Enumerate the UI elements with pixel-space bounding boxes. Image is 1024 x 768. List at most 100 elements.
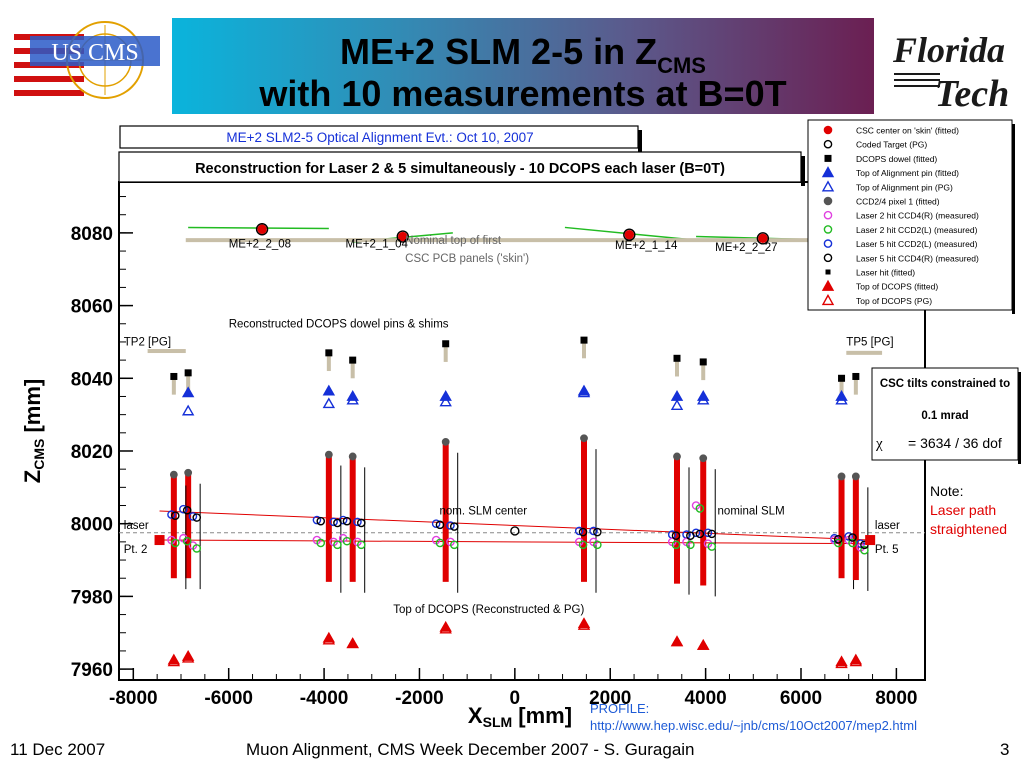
annotation-label: Reconstructed DCOPS dowel pins & shims	[229, 318, 449, 330]
laser5-hit	[844, 532, 853, 541]
legend-marker	[823, 239, 833, 248]
legend-label: CCD2/4 pixel 1 (fitted)	[856, 197, 940, 207]
annotation-label: ME+2_2_27	[715, 242, 777, 254]
note-text: Laser path straightened	[930, 502, 1008, 537]
top-dcops-pg	[849, 655, 863, 667]
annotation-label: ME+2_1_04	[346, 238, 409, 250]
dowel-point	[838, 374, 846, 382]
info-box-shadow	[1018, 372, 1021, 464]
dcops-bar	[185, 472, 192, 579]
y-tick-label: 8080	[71, 224, 113, 245]
coded-target-point	[396, 230, 409, 243]
profile-link[interactable]: PROFILE: http://www.hep.wisc.edu/~jnb/cm…	[590, 700, 917, 734]
profile-url[interactable]: http://www.hep.wisc.edu/~jnb/cms/10Oct20…	[590, 718, 917, 733]
title-subscript: CMS	[657, 53, 706, 78]
dowel-point	[673, 354, 681, 362]
ccd-pixel-point	[184, 468, 193, 477]
x-tick-label: 8000	[875, 688, 917, 709]
legend-label: Laser 5 hit CCD4(R) (measured)	[856, 253, 979, 263]
legend-entry: CSC center on 'skin' (fitted)	[823, 125, 959, 136]
title-band: ME+2 SLM 2-5 in ZCMS with 10 measurement…	[172, 18, 874, 114]
laser5-hit	[329, 517, 338, 527]
dcops-bar	[674, 456, 680, 584]
dowel-point	[442, 340, 450, 348]
annotation-label: Nominal top of first	[405, 235, 502, 247]
legend-label: Laser 2 hit CCD2(L) (measured)	[856, 225, 978, 235]
alignment-pin-pg	[835, 393, 848, 405]
csc-center-point	[624, 230, 635, 240]
legend-marker	[821, 180, 835, 192]
legend-entry: Coded Target (PG)	[823, 140, 927, 150]
ccd-pixel-point	[348, 452, 357, 461]
dcops-bar	[349, 456, 356, 582]
y-tick-label: 8000	[71, 515, 113, 536]
footer-date: 11 Dec 2007	[10, 740, 106, 759]
legend-label: Top of DCOPS (fitted)	[856, 282, 938, 292]
note-title: Note:	[930, 483, 964, 499]
alignment-pin-pg	[697, 393, 710, 405]
x-axis-title: XSLM [mm]	[468, 703, 572, 730]
subtitle-box	[118, 151, 802, 183]
laser5-hit	[167, 510, 176, 519]
x-tick-label: -8000	[109, 688, 158, 709]
subtitle-shadow	[801, 156, 805, 186]
laser2-hit-ccd2	[333, 540, 342, 550]
laser2-hit-ccd2	[593, 540, 602, 550]
annotation-label: CSC PCB panels ('skin')	[405, 253, 529, 265]
slide-title-line2: with 10 measurements at B=0T	[259, 73, 787, 114]
y-tick-label: 8020	[71, 442, 113, 463]
legend-marker	[823, 125, 833, 135]
dcops-bar	[325, 454, 332, 582]
laser5-hit-ccd4	[686, 531, 695, 540]
legend-entry: Top of DCOPS (PG)	[821, 293, 932, 306]
laser5-hit-ccd4	[170, 511, 180, 520]
laser5-hit	[179, 504, 188, 514]
annotation-label: TP5 [PG]	[846, 337, 893, 349]
legend-marker	[824, 154, 832, 162]
info-chi-symbol: χ	[875, 436, 883, 452]
top-dcops-pg	[697, 639, 710, 650]
profile-label: PROFILE:	[590, 701, 650, 716]
legend-entry: Laser 5 hit CCD4(R) (measured)	[823, 253, 979, 263]
event-title-shadow	[638, 130, 642, 152]
legend-label: DCOPS dowel (fitted)	[856, 154, 937, 164]
legend-marker	[821, 279, 835, 291]
florida-tech-logo: Florida Tech	[892, 30, 1010, 114]
laser5-hit	[589, 526, 598, 536]
dowel-shim	[675, 358, 679, 377]
top-dcops-pg	[577, 619, 591, 630]
legend-marker	[823, 196, 833, 206]
laser5-hit-ccd4	[593, 527, 602, 537]
top-dcops-pg	[346, 637, 359, 649]
laser-point	[154, 535, 165, 546]
laser2-hit-ccd2	[833, 538, 843, 548]
laser2-hit-ccd2	[848, 538, 857, 548]
dowel-shim	[701, 361, 706, 381]
plot-frame	[118, 181, 926, 681]
info-chi-value: = 3634 / 36 dof	[908, 435, 1002, 451]
slide-header: US CMS ME+2 SLM 2-5 in ZCMS with 10 meas…	[0, 0, 1024, 118]
info-box-frame	[871, 367, 1019, 461]
laser2-hit-ccd2	[449, 540, 459, 550]
ccd-pixel-point	[580, 434, 588, 443]
csc-center-point	[257, 224, 267, 234]
alignment-pin-pg	[346, 393, 359, 405]
csc-center-point	[398, 231, 408, 242]
dowel-shim	[443, 343, 448, 362]
logo-right-line2: Tech	[935, 73, 1010, 114]
laser2-hit-ccd2	[182, 536, 192, 546]
x-tick-label: 4000	[684, 688, 726, 709]
legend-label: Top of DCOPS (PG)	[856, 296, 932, 306]
y-tick-label: 8060	[71, 297, 113, 318]
ccd-pixel-point	[441, 438, 450, 446]
y-axis-title: ZCMS [mm]	[20, 379, 47, 483]
chart-subtitle: Reconstruction for Laser 2 & 5 simultane…	[195, 161, 725, 177]
axes: -8000 -6000 -4000 -2000 0 2000 4000 6000 8000 796…	[20, 196, 918, 730]
legend-label: Coded Target (PG)	[856, 140, 927, 150]
legend-entry: Laser 5 hit CCD2(L) (measured)	[823, 239, 978, 249]
legend-marker	[823, 253, 833, 263]
laser2-hit-ccd2	[192, 544, 202, 553]
laser5-hit	[353, 517, 362, 527]
us-cms-logo: US CMS	[10, 20, 170, 112]
